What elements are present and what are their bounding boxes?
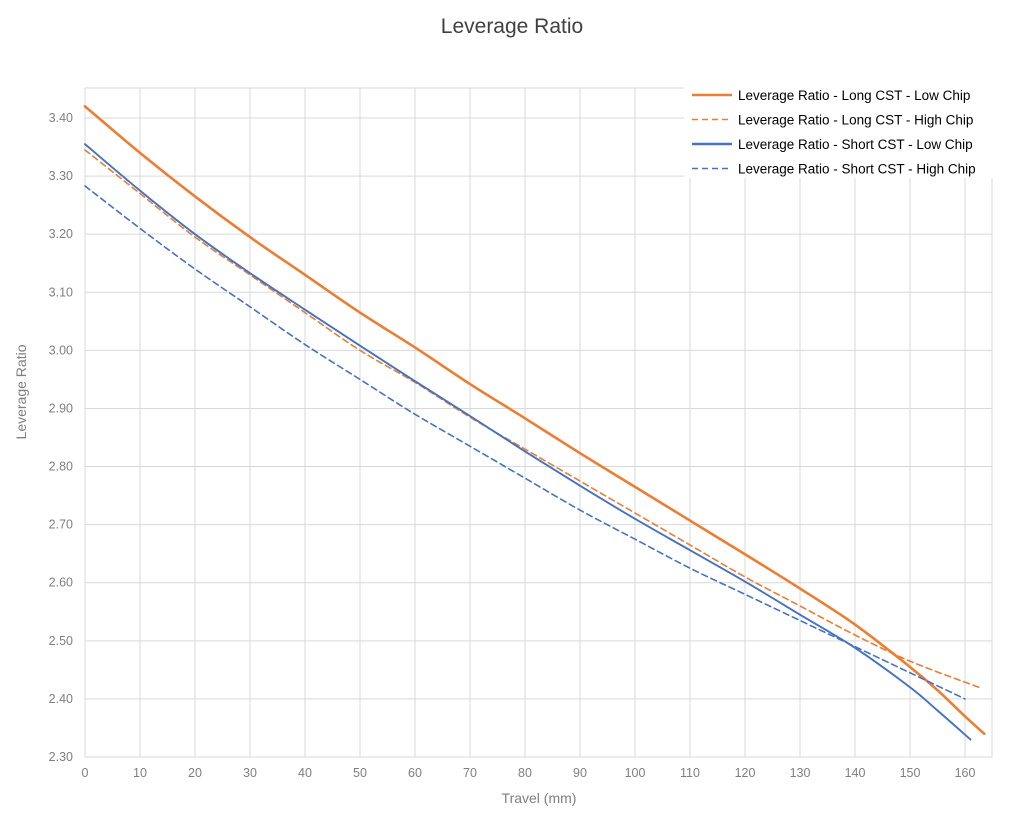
- y-tick-label: 2.70: [49, 518, 73, 532]
- x-tick-label: 70: [463, 766, 477, 780]
- series-long-cst-high-chip: [84, 149, 980, 689]
- grid: [84, 87, 993, 758]
- y-tick-label: 3.20: [49, 227, 73, 241]
- x-axis-ticks: 0 10 20 30 40 50 60 70 80 90 100 110 120 130 140 150 160: [82, 766, 976, 780]
- series-long-cst-low-chip: [83, 105, 986, 736]
- x-tick-label: 120: [735, 766, 756, 780]
- series-short-cst-low-chip: [84, 143, 972, 741]
- x-tick-label: 20: [188, 766, 202, 780]
- legend-label: Leverage Ratio - Long CST - Low Chip: [738, 88, 970, 103]
- y-tick-label: 2.60: [49, 576, 73, 590]
- x-tick-label: 150: [900, 766, 921, 780]
- x-tick-label: 30: [243, 766, 257, 780]
- legend: Leverage Ratio - Long CST - Low Chip Leve…: [692, 88, 976, 177]
- y-tick-label: 2.40: [49, 692, 73, 706]
- y-tick-label: 3.00: [49, 343, 73, 357]
- series-short-cst-high-chip: [84, 185, 966, 700]
- x-tick-label: 130: [790, 766, 811, 780]
- x-tick-label: 0: [82, 766, 89, 780]
- y-tick-label: 3.40: [49, 111, 73, 125]
- y-tick-label: 2.50: [49, 634, 73, 648]
- y-tick-label: 2.80: [49, 460, 73, 474]
- legend-label: Leverage Ratio - Long CST - High Chip: [738, 113, 973, 128]
- x-tick-label: 100: [625, 766, 646, 780]
- y-axis-ticks: 2.30 2.40 2.50 2.60 2.70 2.80 2.90 3.00 3.10 3.20…: [49, 111, 73, 764]
- y-tick-label: 3.30: [49, 169, 73, 183]
- legend-label: Leverage Ratio - Short CST - Low Chip: [738, 137, 973, 152]
- y-tick-label: 2.30: [49, 750, 73, 764]
- legend-background: [684, 80, 1002, 178]
- x-axis-title: Travel (mm): [502, 790, 577, 806]
- x-tick-label: 60: [408, 766, 422, 780]
- legend-label: Leverage Ratio - Short CST - High Chip: [738, 162, 976, 177]
- series-lines: [83, 105, 986, 741]
- x-tick-label: 80: [518, 766, 532, 780]
- x-tick-label: 90: [573, 766, 587, 780]
- x-tick-label: 140: [845, 766, 866, 780]
- y-tick-label: 3.10: [49, 285, 73, 299]
- x-tick-label: 10: [133, 766, 147, 780]
- y-axis-title: Leverage Ratio: [13, 344, 29, 439]
- x-tick-label: 40: [298, 766, 312, 780]
- x-tick-label: 50: [353, 766, 367, 780]
- y-tick-label: 2.90: [49, 401, 73, 415]
- x-tick-label: 110: [680, 766, 700, 780]
- x-tick-label: 160: [955, 766, 976, 780]
- chart-title: Leverage Ratio: [441, 15, 583, 38]
